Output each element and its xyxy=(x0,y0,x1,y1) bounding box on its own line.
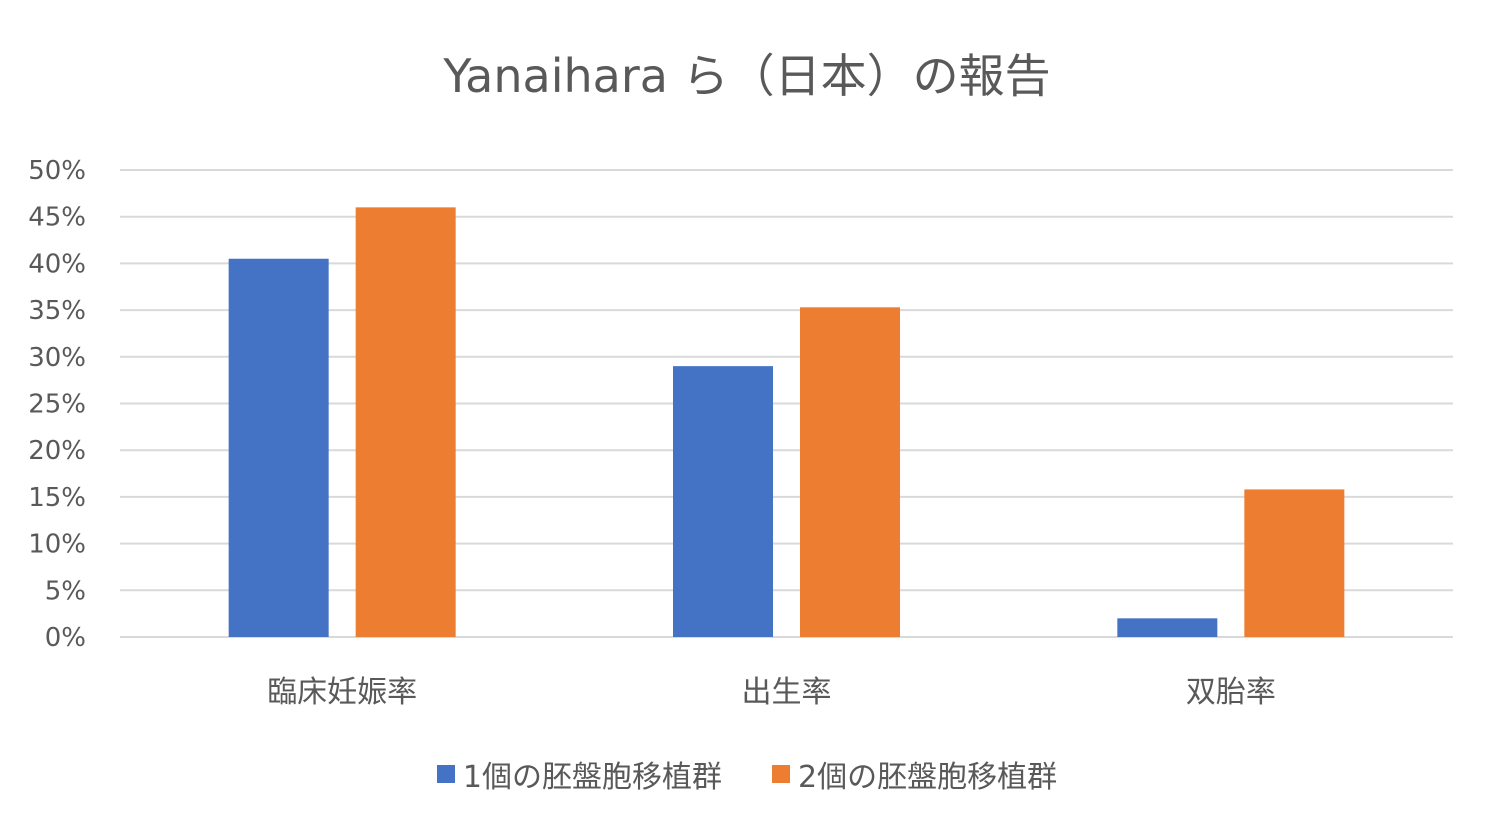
x-tick-label: 出生率 xyxy=(742,675,832,710)
x-tick-label: 双胎率 xyxy=(1186,675,1276,710)
bar-series-2 xyxy=(800,307,900,637)
legend-swatch-series-2 xyxy=(772,765,790,783)
y-tick-label: 35% xyxy=(28,296,86,326)
legend-item-series-2: 2個の胚盤胞移植群 xyxy=(772,752,1057,796)
legend-label-series-2: 2個の胚盤胞移植群 xyxy=(798,760,1058,795)
y-tick-label: 5% xyxy=(45,576,86,606)
legend: 1個の胚盤胞移植群 2個の胚盤胞移植群 xyxy=(0,752,1494,796)
chart-title: Yanaihara ら（日本）の報告 xyxy=(443,49,1051,103)
legend-item-series-1: 1個の胚盤胞移植群 xyxy=(436,752,722,796)
legend-swatch-series-1 xyxy=(436,765,455,783)
bar-series-2 xyxy=(1244,489,1345,637)
y-tick-label: 40% xyxy=(28,249,86,279)
bar-series-1 xyxy=(228,258,329,637)
y-tick-label: 10% xyxy=(28,530,86,560)
y-tick-label: 45% xyxy=(28,203,86,233)
y-tick-label: 20% xyxy=(28,436,86,466)
legend-label-series-1: 1個の胚盤胞移植群 xyxy=(462,760,722,795)
bar-series-1 xyxy=(1117,618,1218,637)
y-tick-label: 25% xyxy=(28,390,86,420)
y-tick-label: 0% xyxy=(45,623,86,653)
y-tick-label: 15% xyxy=(28,483,86,513)
y-tick-label: 30% xyxy=(28,343,86,373)
x-tick-label: 臨床妊娠率 xyxy=(267,675,417,710)
y-tick-label: 50% xyxy=(28,156,86,186)
bar-series-2 xyxy=(355,207,456,638)
bar-series-1 xyxy=(673,366,773,637)
